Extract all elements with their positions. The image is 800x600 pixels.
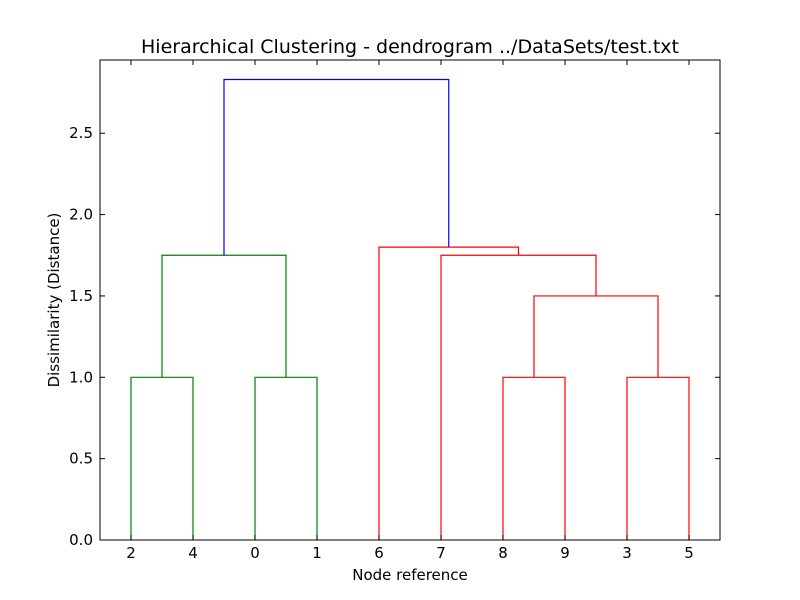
y-tick-label: 0.5	[69, 450, 93, 468]
y-tick-label: 2.5	[69, 124, 93, 142]
dendrogram-link-4	[626, 376, 690, 540]
dendrogram-link-6	[440, 254, 597, 540]
dendrogram-link-2	[161, 254, 287, 378]
y-tick-label: 0.0	[69, 531, 93, 549]
plot-frame	[99, 59, 721, 541]
dendrogram-link-5	[533, 295, 659, 378]
dendrogram-link-0	[130, 376, 194, 540]
x-tick-label: 2	[126, 544, 136, 562]
chart-title: Hierarchical Clustering - dendrogram ../…	[141, 36, 679, 58]
x-tick-label: 3	[622, 544, 632, 562]
ticks-layer: 0.0 0.5 1.0 1.5 2.0 2.5 2 4 0 1 6 7 8 9 3 5	[69, 60, 720, 562]
y-tick-label: 1.5	[69, 287, 93, 305]
x-tick-label: 1	[312, 544, 322, 562]
x-tick-label: 6	[374, 544, 384, 562]
y-tick-label: 2.0	[69, 206, 93, 224]
y-tick-label: 1.0	[69, 368, 93, 386]
links-layer	[130, 78, 690, 540]
y-axis-label: Dissimilarity (Distance)	[45, 213, 63, 388]
dendrogram-link-1	[254, 376, 318, 540]
x-tick-label: 7	[436, 544, 446, 562]
x-tick-label: 9	[560, 544, 570, 562]
x-axis-label: Node reference	[352, 566, 468, 584]
dendrogram-link-7	[378, 246, 520, 540]
x-tick-label: 4	[188, 544, 198, 562]
dendrogram-link-8	[223, 78, 450, 256]
x-tick-label: 0	[250, 544, 260, 562]
x-tick-label: 5	[684, 544, 694, 562]
dendrogram-link-3	[502, 376, 566, 540]
x-tick-label: 8	[498, 544, 508, 562]
